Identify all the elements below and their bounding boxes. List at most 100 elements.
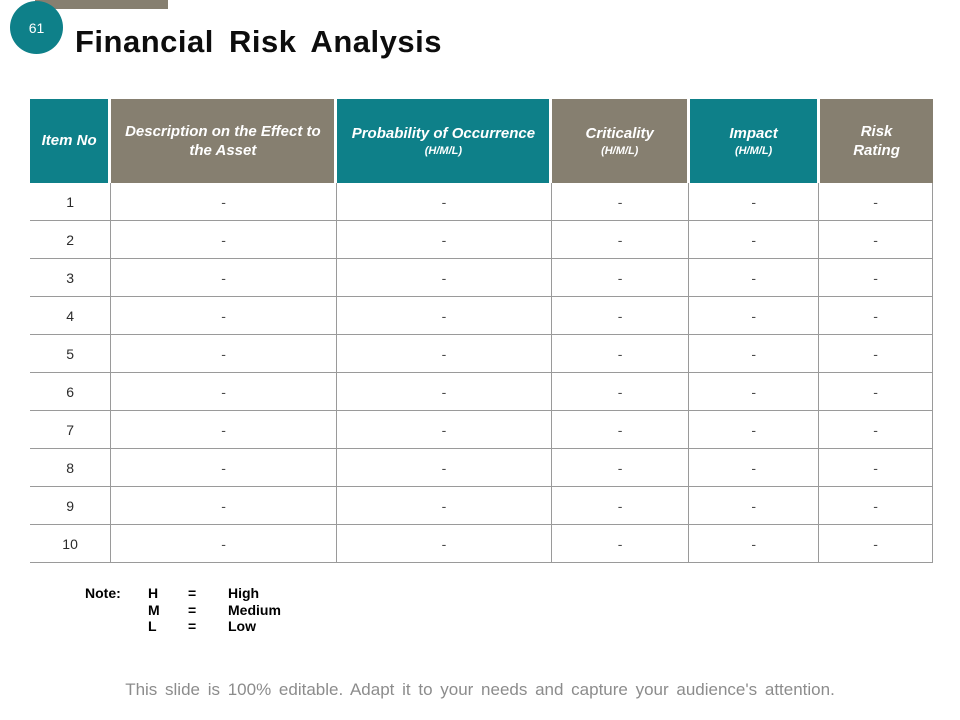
value-cell: -	[873, 193, 878, 210]
header-cell-probability: Probability of Occurrence (H/M/L)	[337, 99, 553, 183]
value-cell: -	[337, 411, 552, 448]
risk-table-header: Item No Description on the Effect to the…	[30, 99, 933, 183]
header-label: Probability of Occurrence	[351, 125, 536, 143]
footer-text: This slide is 100% editable. Adapt it to…	[125, 680, 835, 699]
value-cell: -	[689, 335, 820, 372]
item-no-cell: 4	[30, 297, 112, 334]
header-label: Impact	[729, 125, 778, 143]
value-cell: -	[111, 335, 338, 372]
header-cell-item-no: Item No	[30, 99, 112, 183]
item-no-cell: 10	[30, 525, 112, 562]
table-row: 9-----	[30, 487, 932, 525]
header-cell-impact: Impact (H/M/L)	[690, 99, 821, 183]
header-sublabel: (H/M/L)	[601, 144, 639, 157]
value-cell: -	[337, 525, 552, 562]
table-row: 10- - - - -	[30, 525, 932, 563]
risk-table: Item No Description on the Effect to the…	[30, 99, 933, 563]
value-cell: -	[873, 421, 878, 438]
table-row: 1-----	[30, 183, 932, 221]
table-row: 5-----	[30, 335, 932, 373]
item-no-cell: 6	[30, 373, 112, 410]
table-row: 2-----	[30, 221, 932, 259]
note-value: Medium	[228, 601, 281, 618]
value-cell: -	[552, 525, 690, 562]
note-key: H	[148, 585, 159, 601]
page-title: Financial Risk Analysis	[75, 24, 442, 59]
value-cell: -	[873, 345, 878, 362]
value-cell: -	[111, 449, 338, 486]
note-equals: =	[188, 601, 197, 618]
value-cell: -	[337, 449, 552, 486]
note-equals: =	[188, 618, 197, 634]
value-cell: -	[689, 297, 820, 334]
value-cell: -	[689, 183, 820, 220]
value-cell: -	[689, 411, 820, 448]
value-cell: -	[552, 259, 690, 296]
value-cell: -	[689, 525, 820, 562]
header-label: Description on the Effect to the Asset	[125, 122, 321, 160]
value-cell: -	[552, 335, 690, 372]
page-number: 61	[28, 19, 45, 36]
value-cell: -	[337, 335, 552, 372]
note-equals: =	[188, 585, 197, 601]
value-cell: -	[337, 373, 552, 410]
value-cell: -	[689, 373, 820, 410]
header-label: Risk Rating	[853, 122, 900, 160]
table-row: 8-----	[30, 449, 932, 487]
value-cell: -	[111, 183, 338, 220]
header-cell-criticality: Criticality (H/M/L)	[552, 99, 691, 183]
value-cell: -	[337, 259, 552, 296]
value-cell: -	[689, 449, 820, 486]
note-key: L	[148, 618, 157, 634]
header-label: Criticality	[585, 125, 654, 143]
value-cell: -	[337, 221, 552, 258]
table-row: 4-----	[30, 297, 932, 335]
value-cell: -	[337, 487, 552, 524]
value-cell: -	[337, 297, 552, 334]
value-cell: -	[552, 221, 690, 258]
value-cell: -	[689, 259, 820, 296]
note-spacer	[85, 602, 148, 619]
value-cell: -	[873, 383, 878, 400]
value-cell: -	[689, 487, 820, 524]
item-no-cell: 9	[30, 487, 112, 524]
item-no-cell: 2	[30, 221, 112, 258]
table-row: 7-----	[30, 411, 932, 449]
value-cell: -	[337, 183, 552, 220]
value-cell: -	[552, 373, 690, 410]
value-cell: -	[873, 231, 878, 248]
value-cell: -	[111, 221, 338, 258]
value-cell: -	[552, 183, 690, 220]
item-no-cell: 1	[30, 183, 112, 220]
value-cell: -	[552, 487, 690, 524]
header-sublabel: (H/M/L)	[424, 144, 463, 157]
value-cell: -	[111, 373, 338, 410]
note-value: Low	[228, 618, 256, 634]
value-cell: -	[111, 525, 338, 562]
header-label: Item No	[41, 132, 97, 150]
item-no-cell: 8	[30, 449, 112, 486]
value-cell: -	[873, 269, 878, 286]
value-cell: -	[111, 297, 338, 334]
item-no-cell: 7	[30, 411, 112, 448]
value-cell: -	[552, 449, 690, 486]
value-cell: -	[873, 459, 878, 476]
item-no-cell: 3	[30, 259, 112, 296]
value-cell: -	[689, 221, 820, 258]
risk-table-body: 1-----2-----3-----4-----5-----6-----7---…	[30, 183, 933, 563]
value-cell: -	[873, 307, 878, 324]
item-no-cell: 5	[30, 335, 112, 372]
note-value: High	[228, 585, 260, 601]
value-cell: -	[552, 297, 690, 334]
value-cell: -	[552, 411, 690, 448]
note-block: Note: H = High M = Medium L = Low	[85, 585, 281, 635]
value-cell: -	[873, 535, 878, 552]
value-cell: -	[111, 487, 338, 524]
header-cell-risk-rating: Risk Rating	[820, 99, 933, 183]
header-cell-description: Description on the Effect to the Asset	[111, 99, 338, 183]
value-cell: -	[111, 259, 338, 296]
top-accent-bar	[35, 0, 168, 9]
page-number-badge: 61	[10, 1, 63, 54]
table-row: 3-----	[30, 259, 932, 297]
